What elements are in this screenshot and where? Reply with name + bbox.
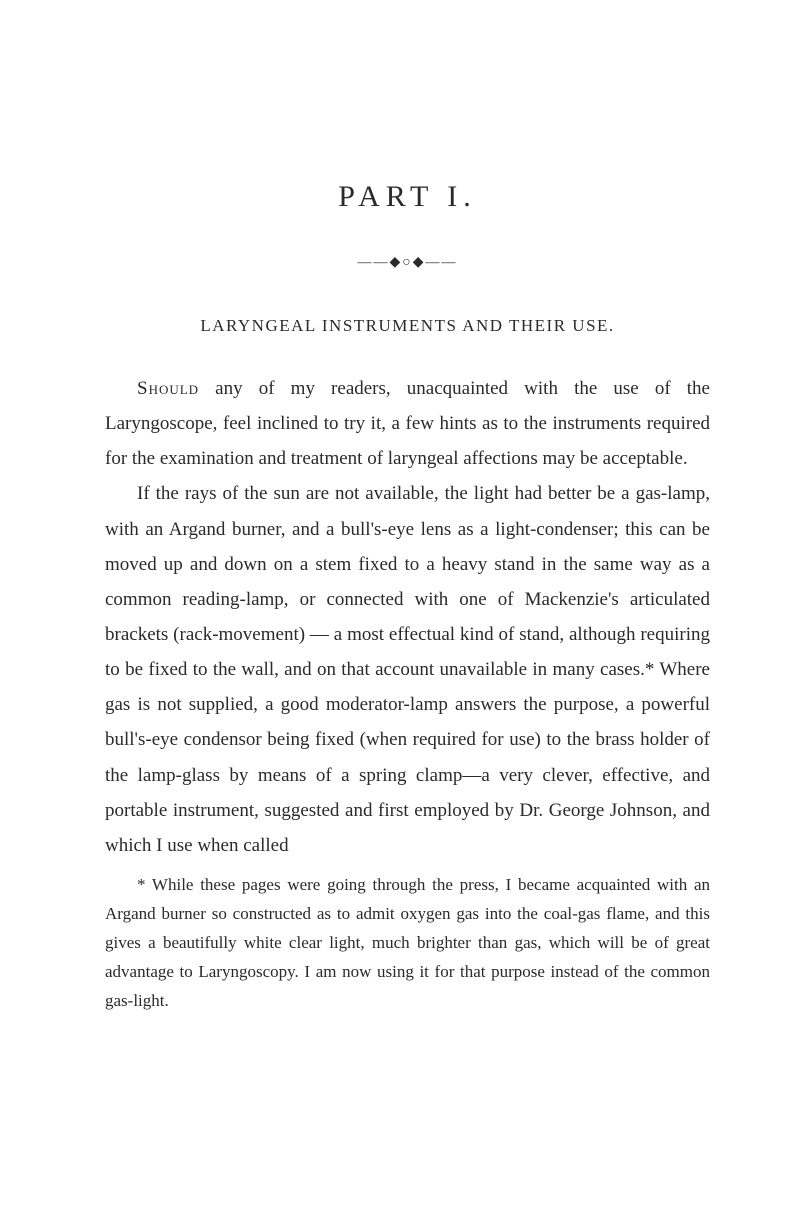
part-title: PART I. (105, 180, 710, 214)
section-divider: ——◆○◆—— (105, 254, 710, 271)
paragraph-lead: Should (137, 378, 199, 399)
paragraph-2: If the rays of the sun are not available… (105, 476, 710, 863)
section-heading: LARYNGEAL INSTRUMENTS AND THEIR USE. (105, 316, 710, 336)
paragraph-1: Should any of my readers, unacquainted w… (105, 371, 710, 476)
footnote: * While these pages were going through t… (105, 871, 710, 1015)
